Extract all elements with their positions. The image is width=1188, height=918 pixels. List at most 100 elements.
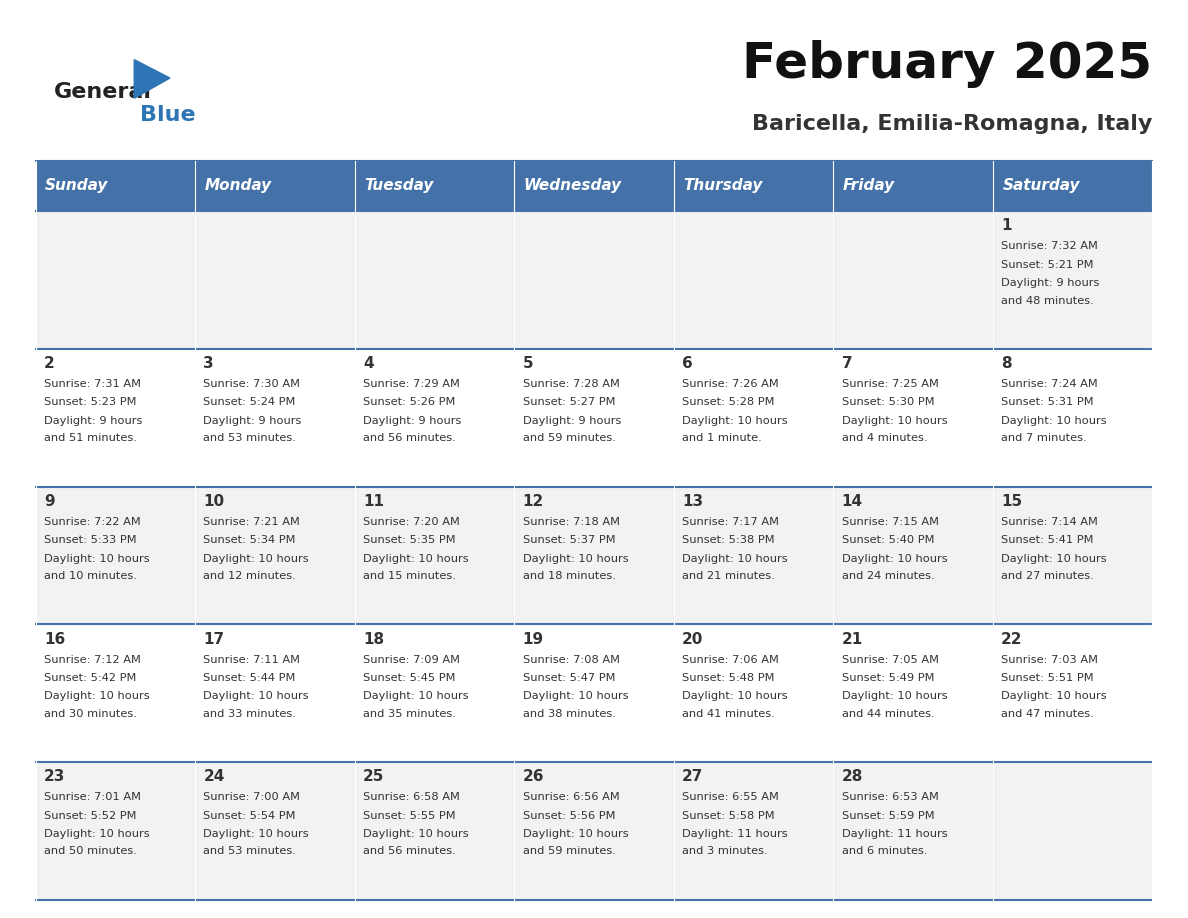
Text: Daylight: 10 hours: Daylight: 10 hours [523, 829, 628, 839]
Bar [355, 624, 514, 762]
Text: Sunrise: 6:53 AM: Sunrise: 6:53 AM [841, 792, 939, 802]
Bar [833, 624, 993, 762]
Text: Daylight: 10 hours: Daylight: 10 hours [203, 829, 309, 839]
Text: Sunrise: 7:28 AM: Sunrise: 7:28 AM [523, 379, 619, 389]
Text: Daylight: 10 hours: Daylight: 10 hours [523, 691, 628, 701]
Text: and 53 minutes.: and 53 minutes. [203, 433, 296, 443]
Text: Daylight: 10 hours: Daylight: 10 hours [682, 554, 788, 564]
Text: Sunrise: 7:24 AM: Sunrise: 7:24 AM [1001, 379, 1098, 389]
Text: Sunset: 5:40 PM: Sunset: 5:40 PM [841, 535, 934, 545]
Text: Daylight: 10 hours: Daylight: 10 hours [682, 691, 788, 701]
Text: 4: 4 [364, 356, 374, 371]
Text: 2: 2 [44, 356, 55, 371]
Bar [195, 487, 355, 624]
Text: Sunset: 5:24 PM: Sunset: 5:24 PM [203, 397, 296, 408]
Text: Sunrise: 7:01 AM: Sunrise: 7:01 AM [44, 792, 141, 802]
Text: Sunset: 5:37 PM: Sunset: 5:37 PM [523, 535, 615, 545]
Text: Sunset: 5:45 PM: Sunset: 5:45 PM [364, 673, 455, 683]
Text: 27: 27 [682, 769, 703, 784]
Text: 21: 21 [841, 632, 862, 646]
Text: Sunrise: 6:55 AM: Sunrise: 6:55 AM [682, 792, 779, 802]
Text: 24: 24 [203, 769, 225, 784]
Text: and 4 minutes.: and 4 minutes. [841, 433, 927, 443]
Text: Daylight: 10 hours: Daylight: 10 hours [523, 554, 628, 564]
Text: 15: 15 [1001, 494, 1022, 509]
Text: Daylight: 10 hours: Daylight: 10 hours [364, 554, 468, 564]
Text: Sunset: 5:30 PM: Sunset: 5:30 PM [841, 397, 934, 408]
Text: Sunrise: 7:18 AM: Sunrise: 7:18 AM [523, 517, 620, 527]
Text: 8: 8 [1001, 356, 1012, 371]
Text: Daylight: 10 hours: Daylight: 10 hours [44, 691, 150, 701]
Text: Sunset: 5:33 PM: Sunset: 5:33 PM [44, 535, 137, 545]
Text: 17: 17 [203, 632, 225, 646]
Text: and 59 minutes.: and 59 minutes. [523, 433, 615, 443]
Text: and 12 minutes.: and 12 minutes. [203, 571, 296, 581]
Bar [993, 211, 1152, 349]
Text: and 1 minute.: and 1 minute. [682, 433, 762, 443]
Text: Sunrise: 6:58 AM: Sunrise: 6:58 AM [364, 792, 460, 802]
Bar [355, 349, 514, 487]
Bar [36, 349, 195, 487]
Bar [674, 624, 833, 762]
Bar [195, 349, 355, 487]
Text: Daylight: 9 hours: Daylight: 9 hours [1001, 278, 1100, 288]
Text: Sunset: 5:38 PM: Sunset: 5:38 PM [682, 535, 775, 545]
Text: Daylight: 9 hours: Daylight: 9 hours [203, 416, 302, 426]
Text: 28: 28 [841, 769, 862, 784]
Text: Daylight: 10 hours: Daylight: 10 hours [1001, 691, 1107, 701]
Bar [355, 161, 514, 211]
Bar [355, 211, 514, 349]
Text: Thursday: Thursday [683, 178, 763, 194]
Text: Blue: Blue [140, 105, 196, 125]
Text: Sunrise: 7:12 AM: Sunrise: 7:12 AM [44, 655, 141, 665]
Text: Sunset: 5:59 PM: Sunset: 5:59 PM [841, 811, 934, 821]
Text: Sunrise: 7:29 AM: Sunrise: 7:29 AM [364, 379, 460, 389]
Text: Sunset: 5:58 PM: Sunset: 5:58 PM [682, 811, 775, 821]
Text: Monday: Monday [204, 178, 272, 194]
Text: 5: 5 [523, 356, 533, 371]
Text: General: General [53, 82, 151, 102]
Text: Sunset: 5:54 PM: Sunset: 5:54 PM [203, 811, 296, 821]
Text: Friday: Friday [842, 178, 895, 194]
Bar [355, 487, 514, 624]
Text: and 33 minutes.: and 33 minutes. [203, 709, 296, 719]
Text: Sunset: 5:48 PM: Sunset: 5:48 PM [682, 673, 775, 683]
Text: February 2025: February 2025 [742, 40, 1152, 88]
Text: Daylight: 10 hours: Daylight: 10 hours [1001, 554, 1107, 564]
Bar [195, 161, 355, 211]
Text: 13: 13 [682, 494, 703, 509]
Text: Daylight: 10 hours: Daylight: 10 hours [44, 554, 150, 564]
Bar [833, 349, 993, 487]
Text: Wednesday: Wednesday [524, 178, 621, 194]
Bar [36, 211, 195, 349]
Text: and 35 minutes.: and 35 minutes. [364, 709, 456, 719]
Text: 23: 23 [44, 769, 65, 784]
Text: Sunrise: 6:56 AM: Sunrise: 6:56 AM [523, 792, 619, 802]
Text: Sunset: 5:28 PM: Sunset: 5:28 PM [682, 397, 775, 408]
Text: and 38 minutes.: and 38 minutes. [523, 709, 615, 719]
Bar [355, 762, 514, 900]
Bar [674, 211, 833, 349]
Text: Daylight: 9 hours: Daylight: 9 hours [364, 416, 461, 426]
Text: Sunrise: 7:17 AM: Sunrise: 7:17 AM [682, 517, 779, 527]
Text: Sunset: 5:49 PM: Sunset: 5:49 PM [841, 673, 934, 683]
Bar [674, 762, 833, 900]
Text: and 53 minutes.: and 53 minutes. [203, 846, 296, 856]
Text: Sunrise: 7:14 AM: Sunrise: 7:14 AM [1001, 517, 1098, 527]
Bar [993, 762, 1152, 900]
Text: Daylight: 10 hours: Daylight: 10 hours [364, 691, 468, 701]
Bar [514, 762, 674, 900]
Bar [514, 349, 674, 487]
Bar [993, 161, 1152, 211]
Text: Sunrise: 7:08 AM: Sunrise: 7:08 AM [523, 655, 620, 665]
Bar [514, 487, 674, 624]
Bar [514, 624, 674, 762]
Text: Sunset: 5:51 PM: Sunset: 5:51 PM [1001, 673, 1094, 683]
Polygon shape [134, 60, 170, 98]
Text: and 27 minutes.: and 27 minutes. [1001, 571, 1094, 581]
Text: Sunday: Sunday [45, 178, 108, 194]
Bar [993, 349, 1152, 487]
Bar [36, 161, 195, 211]
Text: and 51 minutes.: and 51 minutes. [44, 433, 137, 443]
Text: and 56 minutes.: and 56 minutes. [364, 846, 456, 856]
